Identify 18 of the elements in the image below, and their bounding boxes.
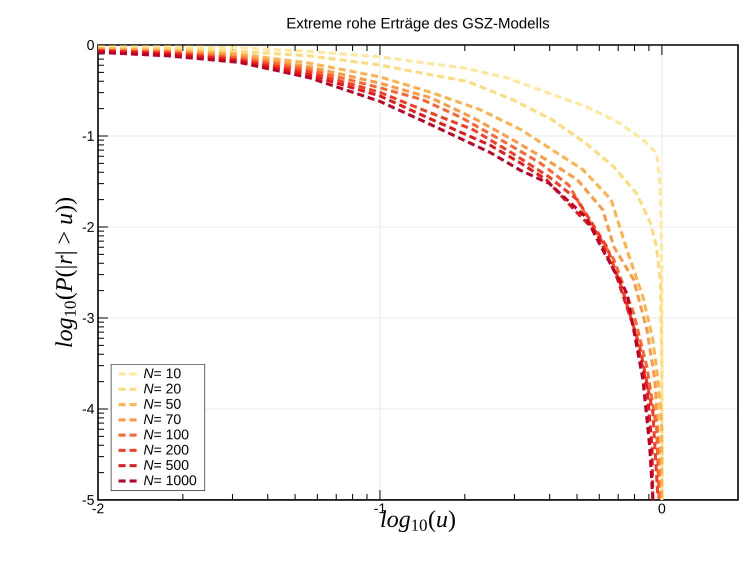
legend-label: N= 100 <box>144 429 188 440</box>
y-tick-label: -2 <box>82 222 94 232</box>
legend-label: N= 20 <box>144 384 181 394</box>
y-tick-label: -5 <box>82 495 94 505</box>
legend-label: N= 200 <box>144 444 188 455</box>
x-tick-label: -2 <box>92 504 104 514</box>
chart-title: Extreme rohe Erträge des GSZ-Modells <box>288 17 550 32</box>
y-tick-label: 0 <box>87 40 94 50</box>
legend-label: N= 1000 <box>144 475 196 486</box>
x-tick-label: 0 <box>658 504 666 514</box>
legend-label: N= 50 <box>144 398 181 409</box>
y-tick-label: -4 <box>82 404 94 414</box>
text: log$_{10}$(P(|r| > u)) <box>55 198 78 347</box>
legend-label: N= 70 <box>144 414 181 424</box>
y-tick-label: -1 <box>82 131 94 141</box>
legend-label: N= 10 <box>144 368 181 378</box>
y-tick-label: -3 <box>82 313 94 323</box>
legend-label: N= 500 <box>144 460 188 470</box>
